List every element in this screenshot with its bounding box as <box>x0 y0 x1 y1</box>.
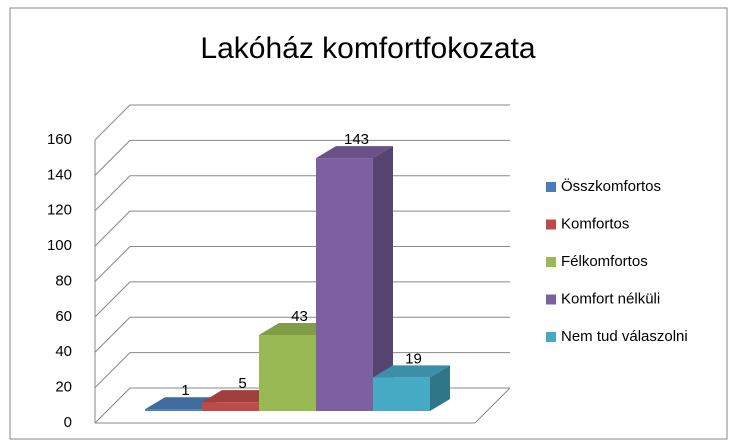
bar-top <box>373 365 450 378</box>
bar <box>316 158 373 411</box>
bar-top-shade <box>373 365 450 378</box>
data-label: 5 <box>238 375 246 392</box>
bar-top <box>316 146 393 159</box>
y-tick-label: 120 <box>47 202 72 219</box>
grid-line <box>94 104 510 141</box>
legend-label: Komfort nélküli <box>561 290 660 307</box>
floor <box>95 387 511 424</box>
data-label: 1 <box>181 382 189 399</box>
y-tick-label: 80 <box>55 272 72 289</box>
bar-side-shade <box>373 146 393 411</box>
y-tick-label: 60 <box>55 308 72 325</box>
bar <box>259 334 316 411</box>
legend-swatch <box>546 294 556 305</box>
data-label: 143 <box>344 131 369 148</box>
legend-label: Nem tud válaszolni <box>561 328 688 345</box>
bar-side <box>430 365 450 411</box>
legend-label: Félkomfortos <box>561 253 648 270</box>
legend-swatch <box>546 257 556 267</box>
legend-swatch <box>546 182 556 192</box>
bar <box>373 377 430 411</box>
data-label: 43 <box>291 308 308 325</box>
y-tick-label: 0 <box>64 414 72 431</box>
y-tick-label: 160 <box>47 131 72 148</box>
data-label: 19 <box>405 350 422 367</box>
y-tick-label: 20 <box>55 379 72 396</box>
chart-title: Lakóház komfortfokozata <box>200 32 536 65</box>
bar <box>145 409 202 411</box>
legend-label: Komfortos <box>561 215 629 232</box>
legend-label: Összkomfortos <box>561 177 661 195</box>
y-tick-label: 100 <box>47 237 72 254</box>
bar-side <box>373 146 393 411</box>
legend-swatch <box>546 219 556 230</box>
bar <box>202 402 259 411</box>
bar-side-shade <box>430 365 450 411</box>
grid-line <box>94 139 510 176</box>
y-tick-label: 140 <box>47 166 72 183</box>
bar-top-shade <box>316 146 393 159</box>
y-tick-label: 40 <box>55 343 72 360</box>
legend-swatch <box>546 332 556 342</box>
